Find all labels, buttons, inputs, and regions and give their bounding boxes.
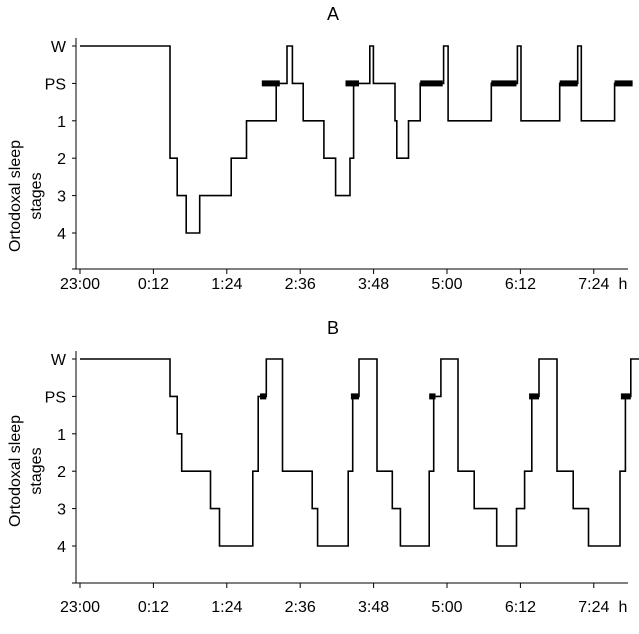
xtick-label: 1:24 [211, 599, 242, 616]
xtick-label: 23:00 [60, 599, 100, 616]
xtick-label: 7:24 [578, 276, 609, 293]
xtick-label: 3:48 [358, 276, 389, 293]
xtick-label: 3:48 [358, 599, 389, 616]
panel-a-ylabel-line2: stages [28, 172, 45, 219]
ytick-label: 3 [57, 189, 66, 206]
xtick-label: 0:12 [138, 276, 169, 293]
hypnogram-trace [80, 358, 639, 547]
ytick-label: PS [45, 389, 66, 406]
ytick-label: W [51, 39, 67, 56]
ytick-label: 3 [57, 502, 66, 519]
xtick-label: 2:36 [285, 599, 316, 616]
ytick-label: 4 [57, 539, 66, 556]
ytick-label: 2 [57, 151, 66, 168]
xtick-label: 7:24 [578, 599, 609, 616]
xtick-label: 5:00 [431, 599, 462, 616]
panel-b-x-unit-label: h [619, 599, 628, 616]
panel-b-ylabel-line2: stages [28, 447, 45, 494]
xtick-label: 2:36 [285, 276, 316, 293]
panel-b-title: B [327, 318, 339, 338]
ytick-label: 1 [57, 427, 66, 444]
xtick-label: 23:00 [60, 276, 100, 293]
ytick-label: PS [45, 76, 66, 93]
xtick-label: 0:12 [138, 599, 169, 616]
ps-bar [345, 80, 359, 87]
xtick-label: 6:12 [505, 599, 536, 616]
panel-b: B Ortodoxal sleep stages h W PS 1 2 3 4 23:00… [7, 318, 639, 616]
panel-b-ylabel-line1: Ortodoxal sleep [7, 415, 24, 527]
ytick-label: 4 [57, 226, 66, 243]
xtick-label: 5:00 [431, 276, 462, 293]
panel-a-title: A [327, 4, 339, 24]
ps-bar [261, 80, 280, 87]
ytick-label: 1 [57, 114, 66, 131]
ytick-label: 2 [57, 464, 66, 481]
hypnogram-trace [80, 45, 633, 234]
xtick-label: 6:12 [505, 276, 536, 293]
xtick-label: 1:24 [211, 276, 242, 293]
ps-bar [429, 393, 436, 400]
panel-a-x-unit-label: h [619, 276, 628, 293]
ytick-label: W [51, 352, 67, 369]
panel-a: A Ortodoxal sleep stages h W PS 1 2 3 4 23:00… [7, 4, 633, 293]
panel-a-ylabel-line1: Ortodoxal sleep [7, 140, 24, 252]
